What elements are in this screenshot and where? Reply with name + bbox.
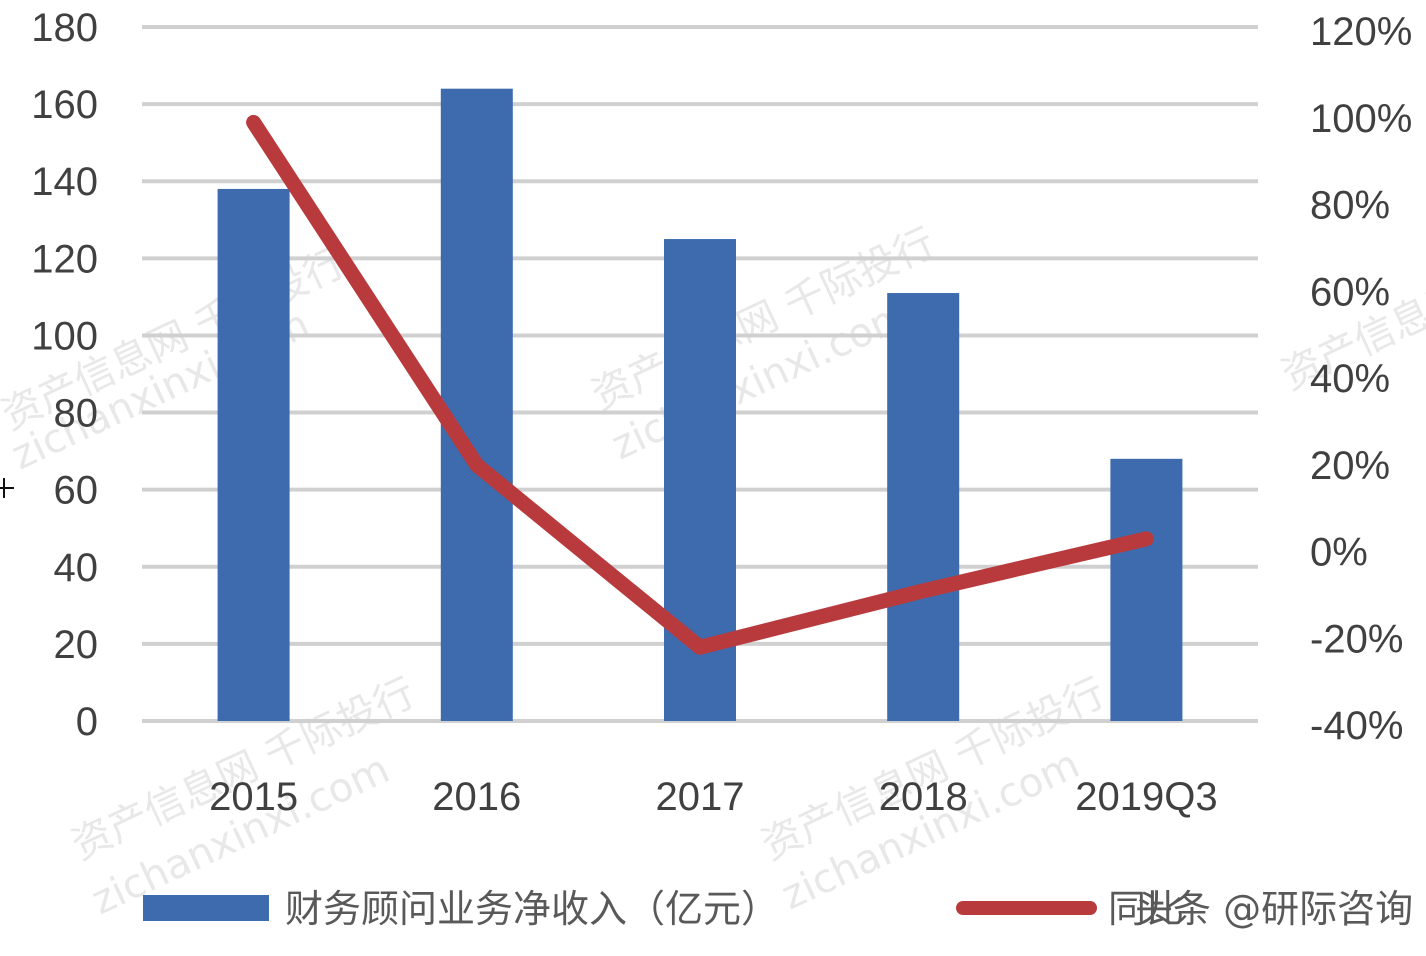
- legend-line-label: 同比: [1108, 887, 1184, 931]
- left-tick-label: 140: [31, 160, 98, 204]
- legend-bar-swatch: [143, 895, 269, 921]
- left-tick-label: 120: [31, 237, 98, 281]
- left-tick-label: 60: [54, 469, 99, 513]
- bar-2018: [887, 293, 960, 721]
- right-tick-label: 20%: [1310, 444, 1390, 488]
- x-tick-label: 2018: [879, 775, 968, 819]
- right-axis-ticks: 120% 100% 80% 60% 40% 20% 0% -20% -40%: [1310, 10, 1412, 748]
- right-tick-label: 80%: [1310, 184, 1390, 228]
- right-tick-label: 0%: [1310, 531, 1368, 575]
- right-tick-label: 60%: [1310, 270, 1390, 314]
- x-axis-ticks: 2015 2016 2017 2018 2019Q3: [209, 775, 1217, 819]
- bar-2015: [217, 188, 290, 721]
- left-tick-label: 100: [31, 314, 98, 358]
- legend-bar-label: 财务顾问业务净收入（亿元）: [285, 887, 779, 931]
- left-tick-label: 160: [31, 83, 98, 127]
- yoy-line: [246, 114, 1154, 655]
- x-tick-label: 2019Q3: [1075, 775, 1217, 819]
- line-series: [246, 114, 1154, 655]
- left-tick-label: 20: [54, 623, 99, 667]
- right-tick-label: 40%: [1310, 357, 1390, 401]
- bar-series: [217, 88, 1183, 722]
- legend: 财务顾问业务净收入（亿元） 同比 头条 @研际咨询: [143, 887, 1413, 931]
- crosshair-cursor-icon: [0, 478, 14, 498]
- left-axis-ticks: 180 160 140 120 100 80 60 40 20 0: [31, 6, 98, 744]
- right-tick-label: -20%: [1310, 617, 1403, 661]
- right-tick-label: 100%: [1310, 97, 1412, 141]
- left-tick-label: 40: [54, 546, 99, 590]
- x-tick-label: 2016: [432, 775, 521, 819]
- left-tick-label: 180: [31, 6, 98, 50]
- x-tick-label: 2015: [209, 775, 298, 819]
- right-tick-label: -40%: [1310, 704, 1403, 748]
- x-tick-label: 2017: [656, 775, 745, 819]
- left-tick-label: 0: [76, 700, 98, 744]
- right-tick-label: 120%: [1310, 10, 1412, 54]
- left-tick-label: 80: [54, 392, 99, 436]
- bar-2019Q3: [1110, 458, 1183, 721]
- bar-2016: [440, 88, 513, 721]
- overlay-watermark-text: 头条 @研际咨询: [1135, 887, 1413, 931]
